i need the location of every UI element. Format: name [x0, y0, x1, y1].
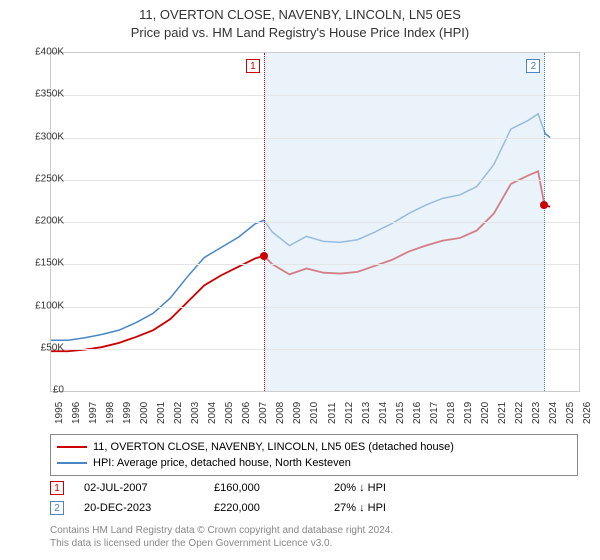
x-axis-label: 2007: [258, 402, 269, 424]
gridline-h: [51, 95, 579, 96]
x-axis-label: 2014: [378, 402, 389, 424]
chart-event-marker: 1: [246, 59, 260, 73]
x-axis-label: 2019: [463, 402, 474, 424]
x-axis-label: 2017: [429, 402, 440, 424]
legend-label: 11, OVERTON CLOSE, NAVENBY, LINCOLN, LN5…: [93, 441, 454, 453]
gridline-h: [51, 180, 579, 181]
y-axis-label: £100K: [35, 300, 64, 311]
x-axis-label: 2018: [446, 402, 457, 424]
plot-area: 12: [50, 52, 580, 392]
x-axis-label: 2024: [548, 402, 559, 424]
transaction-point: [260, 252, 268, 260]
transaction-date: 20-DEC-2023: [84, 502, 214, 514]
x-axis-label: 2008: [275, 402, 286, 424]
legend-label: HPI: Average price, detached house, Nort…: [93, 457, 351, 469]
y-axis-label: £250K: [35, 173, 64, 184]
x-axis-label: 1999: [122, 402, 133, 424]
footer-attribution: Contains HM Land Registry data © Crown c…: [50, 524, 393, 550]
transaction-marker: 2: [50, 501, 64, 515]
y-axis-label: £150K: [35, 258, 64, 269]
gridline-h: [51, 138, 579, 139]
y-axis-label: £0: [53, 385, 64, 396]
x-axis-label: 2026: [582, 402, 593, 424]
x-axis-label: 2011: [327, 402, 338, 424]
x-axis-label: 2009: [292, 402, 303, 424]
legend-swatch: [57, 446, 87, 448]
transaction-row: 1 02-JUL-2007£160,00020% ↓ HPI: [50, 478, 578, 498]
transaction-delta: 20% ↓ HPI: [334, 482, 386, 494]
x-axis-label: 2000: [139, 402, 150, 424]
title-block: 11, OVERTON CLOSE, NAVENBY, LINCOLN, LN5…: [0, 0, 600, 42]
x-axis-label: 2006: [241, 402, 252, 424]
x-axis-label: 2013: [361, 402, 372, 424]
x-axis-label: 2015: [395, 402, 406, 424]
y-axis-label: £400K: [35, 47, 64, 58]
x-axis-label: 2004: [207, 402, 218, 424]
gridline-h: [51, 307, 579, 308]
title-subtitle: Price paid vs. HM Land Registry's House …: [0, 24, 600, 42]
transaction-price: £160,000: [214, 482, 334, 494]
x-axis-label: 1997: [88, 402, 99, 424]
x-axis-label: 2020: [480, 402, 491, 424]
legend-swatch: [57, 462, 87, 464]
transaction-marker: 1: [50, 481, 64, 495]
transaction-delta: 27% ↓ HPI: [334, 502, 386, 514]
x-axis-label: 2005: [224, 402, 235, 424]
legend-item: 11, OVERTON CLOSE, NAVENBY, LINCOLN, LN5…: [57, 439, 571, 455]
gridline-h: [51, 264, 579, 265]
x-axis-label: 1995: [54, 402, 65, 424]
x-axis-label: 2001: [156, 402, 167, 424]
y-axis-label: £300K: [35, 131, 64, 142]
gridline-h: [51, 349, 579, 350]
footer-line2: This data is licensed under the Open Gov…: [50, 537, 393, 550]
y-axis-label: £50K: [41, 342, 64, 353]
chart-event-marker: 2: [526, 59, 540, 73]
footer-line1: Contains HM Land Registry data © Crown c…: [50, 524, 393, 537]
transaction-table: 1 02-JUL-2007£160,00020% ↓ HPI 2 20-DEC-202…: [50, 478, 578, 518]
x-axis-label: 2023: [531, 402, 542, 424]
transaction-point: [540, 201, 548, 209]
gridline-h: [51, 222, 579, 223]
x-axis-label: 2021: [497, 402, 508, 424]
x-axis-label: 2010: [309, 402, 320, 424]
y-axis-label: £350K: [35, 89, 64, 100]
x-axis-label: 2003: [190, 402, 201, 424]
x-axis-label: 2016: [412, 402, 423, 424]
transaction-date: 02-JUL-2007: [84, 482, 214, 494]
legend-box: 11, OVERTON CLOSE, NAVENBY, LINCOLN, LN5…: [50, 434, 578, 476]
x-axis-label: 1998: [105, 402, 116, 424]
event-vline: [264, 53, 265, 391]
title-address: 11, OVERTON CLOSE, NAVENBY, LINCOLN, LN5…: [0, 6, 600, 24]
transaction-price: £220,000: [214, 502, 334, 514]
transaction-row: 2 20-DEC-2023£220,00027% ↓ HPI: [50, 498, 578, 518]
x-axis-label: 1996: [71, 402, 82, 424]
x-axis-label: 2002: [173, 402, 184, 424]
x-axis-label: 2025: [565, 402, 576, 424]
event-vline: [544, 53, 545, 391]
legend-item: HPI: Average price, detached house, Nort…: [57, 455, 571, 471]
x-axis-label: 2012: [344, 402, 355, 424]
x-axis-label: 2022: [514, 402, 525, 424]
chart-container: 11, OVERTON CLOSE, NAVENBY, LINCOLN, LN5…: [0, 0, 600, 560]
y-axis-label: £200K: [35, 216, 64, 227]
